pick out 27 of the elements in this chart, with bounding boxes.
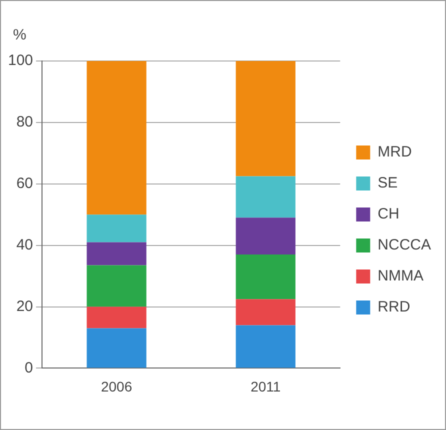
y-axis-title: %: [13, 26, 26, 44]
legend-label: RRD: [378, 298, 410, 316]
legend-label: CH: [378, 206, 400, 223]
bar: [86, 306, 146, 328]
legend-label: MRD: [378, 144, 412, 161]
bar: [86, 328, 146, 368]
x-tick-label: 2006: [100, 378, 132, 394]
bar: [86, 265, 146, 307]
bar: [86, 242, 146, 266]
bar: [236, 325, 296, 368]
bar: [86, 214, 146, 242]
bar: [86, 61, 146, 215]
legend-label: NCCCA: [378, 236, 432, 254]
bar: [236, 176, 296, 218]
y-tick-label: 40: [16, 236, 34, 254]
y-tick-label: 20: [16, 298, 34, 315]
x-tick-label: 2011: [250, 378, 281, 394]
y-tick-label: 80: [16, 114, 34, 131]
legend-label: NMMA: [378, 268, 424, 285]
bar: [236, 299, 296, 326]
y-tick-label: 60: [16, 175, 34, 192]
y-tick-label: 0: [24, 359, 34, 376]
bar: [236, 254, 296, 300]
bar: [236, 218, 296, 255]
legend-label: SE: [378, 174, 398, 192]
y-tick-label: 100: [8, 52, 34, 70]
bar: [236, 61, 296, 176]
